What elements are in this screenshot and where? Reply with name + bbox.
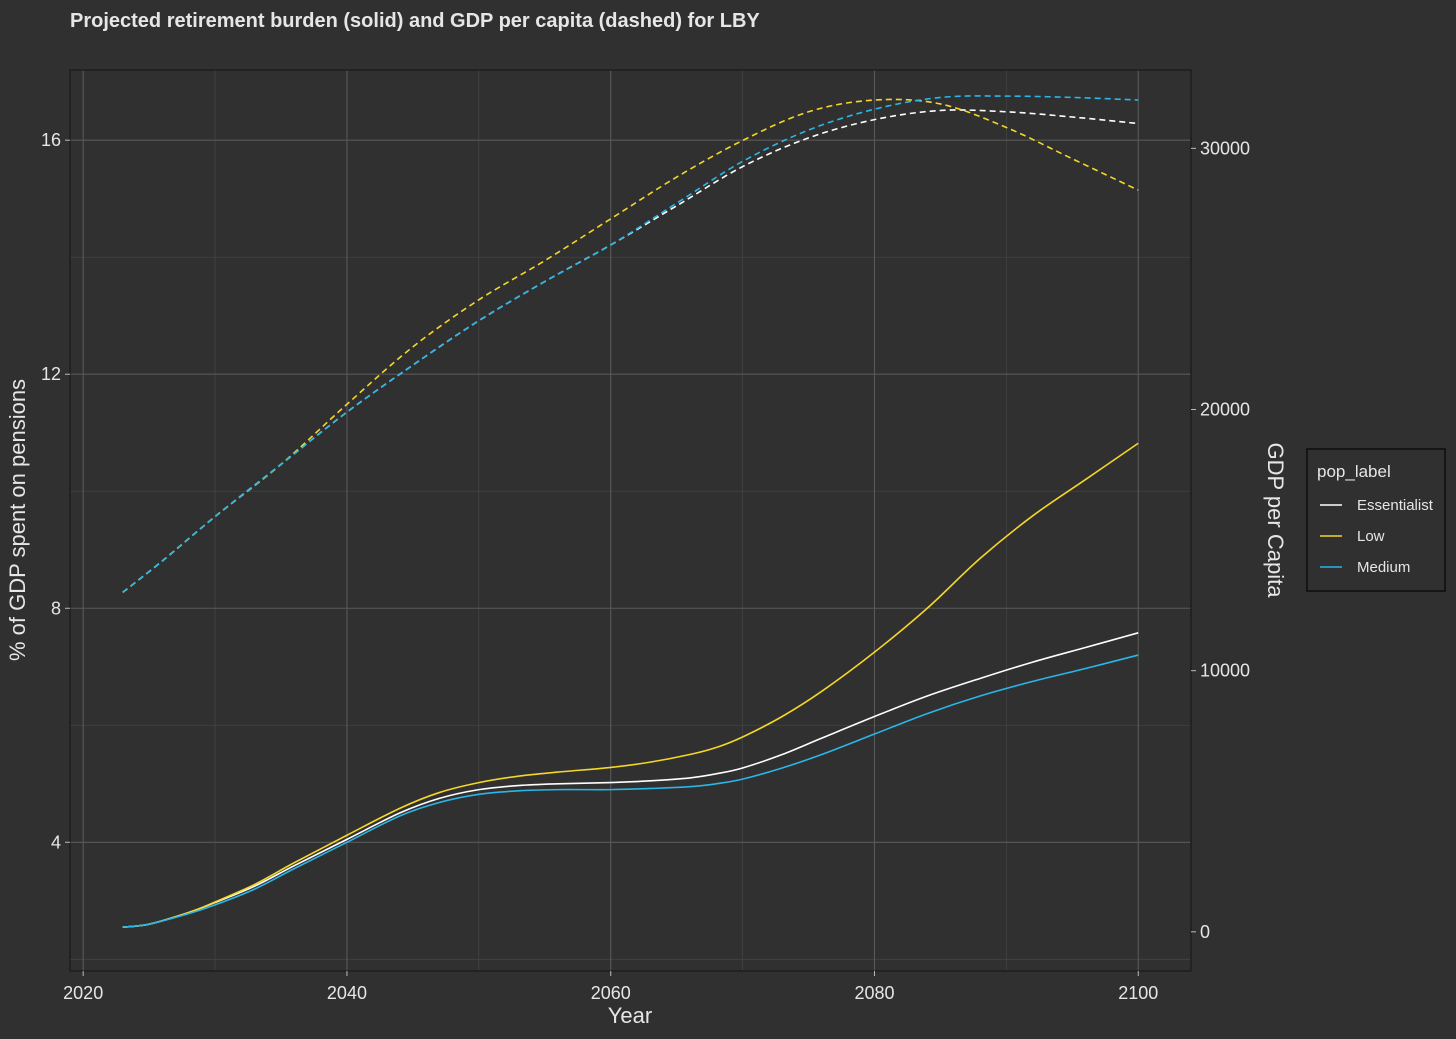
series-line-essentialist-pension-pct <box>122 632 1139 928</box>
legend-label-low: Low <box>1357 528 1385 545</box>
y-axis-title: % of GDP spent on pensions <box>5 379 30 661</box>
y2-axis-title: GDP per Capita <box>1263 443 1288 599</box>
y2-tick-label-0: 0 <box>1200 922 1210 942</box>
series-line-medium-gdp-per-capita <box>122 95 1139 593</box>
y-tick-label-1: 8 <box>51 598 61 618</box>
legend-title: pop_label <box>1317 462 1391 481</box>
x-tick-label-3: 2080 <box>854 983 894 1003</box>
x-tick-label-2: 2060 <box>591 983 631 1003</box>
y-axis-ticks: 4 8 12 16 <box>41 130 70 852</box>
y2-tick-label-1: 10000 <box>1200 661 1250 681</box>
legend-label-medium: Medium <box>1357 559 1410 576</box>
legend-entries: Essentialist Low Medium <box>1320 497 1434 576</box>
plot-panel-border <box>69 69 1192 972</box>
y-tick-label-3: 16 <box>41 130 61 150</box>
grid-minor <box>70 70 1191 971</box>
legend: pop_label Essentialist Low Medium <box>1306 448 1446 592</box>
grid-major <box>70 70 1191 971</box>
y-tick-label-0: 4 <box>51 832 61 852</box>
x-tick-label-1: 2040 <box>327 983 367 1003</box>
legend-label-essentialist: Essentialist <box>1357 497 1434 514</box>
x-axis-title: Year <box>608 1003 652 1028</box>
y2-tick-label-3: 30000 <box>1200 138 1250 158</box>
x-axis-ticks: 2020 2040 2060 2080 2100 <box>63 971 1158 1003</box>
y-tick-label-2: 12 <box>41 364 61 384</box>
y2-tick-label-2: 20000 <box>1200 400 1250 420</box>
plot-panel <box>70 70 1191 971</box>
x-tick-label-4: 2100 <box>1118 983 1158 1003</box>
series-line-medium-pension-pct <box>122 654 1139 928</box>
plot-panel-background <box>70 70 1191 971</box>
series-lines <box>122 95 1139 928</box>
series-line-low-pension-pct <box>122 442 1139 928</box>
x-tick-label-0: 2020 <box>63 983 103 1003</box>
y2-axis-ticks: 0 10000 20000 30000 <box>1191 138 1250 942</box>
chart-title: Projected retirement burden (solid) and … <box>70 10 760 32</box>
